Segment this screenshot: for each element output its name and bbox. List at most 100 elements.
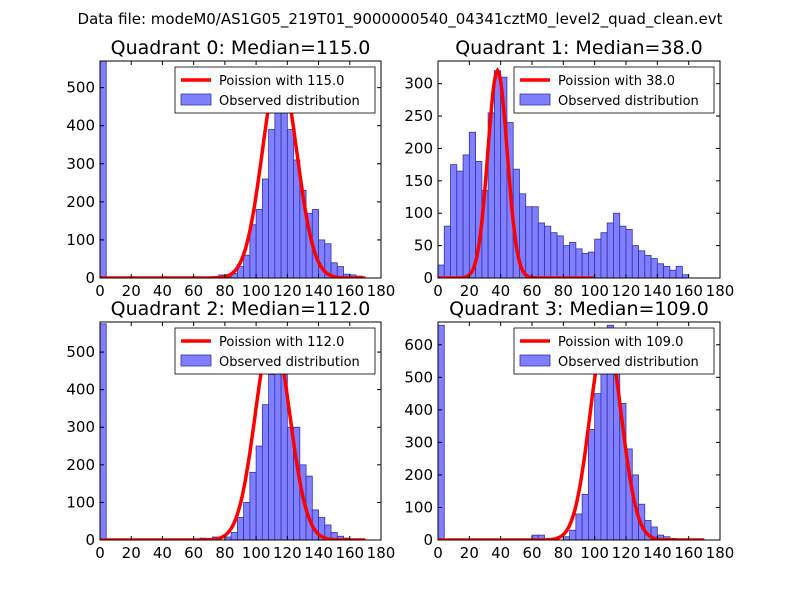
y-tick-label: 250 — [404, 107, 433, 125]
x-tick-label: 180 — [706, 282, 735, 300]
y-tick-label: 0 — [423, 531, 433, 549]
x-tick-label: 140 — [304, 544, 333, 562]
histogram-bar — [663, 265, 671, 278]
histogram-bar — [669, 269, 677, 278]
legend-bar-swatch — [180, 354, 212, 367]
legend-label-poisson: Poission with 112.0 — [219, 335, 344, 350]
subplot-title: Quadrant 0: Median=115.0 — [111, 37, 371, 59]
x-tick-label: 40 — [153, 544, 172, 562]
legend: Poission with 109.0 Observed distribution — [513, 327, 715, 375]
x-tick-label: 100 — [242, 544, 271, 562]
histogram-bar — [274, 91, 282, 278]
histogram-bar — [450, 164, 458, 278]
histogram-bar — [644, 254, 652, 278]
poisson-curve-line — [100, 66, 366, 278]
x-tick-label: 100 — [580, 544, 609, 562]
y-tick-label: 100 — [66, 231, 95, 249]
histogram-bar — [462, 154, 470, 278]
histogram-bar — [569, 529, 577, 540]
x-tick-label: 0 — [433, 282, 443, 300]
x-tick-label: 60 — [522, 544, 541, 562]
x-tick-label: 40 — [153, 282, 172, 300]
histogram-bar — [525, 206, 533, 278]
histogram-bar — [531, 206, 539, 278]
y-tick-label: 150 — [404, 172, 433, 190]
histogram-bar — [456, 170, 464, 278]
x-tick-label: 0 — [95, 282, 105, 300]
legend-label-observed: Observed distribution — [219, 355, 360, 370]
histogram-bar — [468, 131, 477, 278]
y-tick-label: 400 — [66, 117, 95, 135]
histogram-bar — [569, 241, 577, 278]
x-tick-label: 180 — [367, 544, 396, 562]
histogram-bar — [280, 98, 288, 278]
x-tick-label: 160 — [674, 282, 703, 300]
legend-bar-swatch — [180, 93, 212, 106]
y-tick-label: 200 — [404, 466, 433, 484]
histogram-bar — [594, 238, 602, 278]
quadrant-1-panel: 0 20 40 60 80 100 120 140 160 1800501001502002503… — [404, 37, 734, 300]
histogram-bar — [243, 254, 251, 278]
histogram-bar — [625, 229, 633, 278]
x-tick-label: 60 — [184, 544, 203, 562]
legend-label-observed: Observed distribution — [219, 94, 360, 109]
x-tick-label: 80 — [554, 282, 573, 300]
histogram-bar — [600, 232, 608, 278]
histogram-bar — [100, 323, 107, 540]
y-tick-label: 100 — [404, 498, 433, 516]
histogram-bar — [324, 243, 332, 278]
histogram-bar — [261, 178, 270, 278]
histogram-bar — [336, 266, 344, 278]
x-tick-label: 40 — [491, 544, 510, 562]
y-tick-label: 0 — [85, 531, 95, 549]
x-tick-label: 140 — [643, 544, 672, 562]
x-tick-label: 40 — [491, 282, 510, 300]
axes-frame — [99, 321, 382, 541]
legend-bar-swatch — [519, 93, 551, 106]
histogram-bar — [594, 393, 602, 540]
poisson-curve-line — [100, 329, 366, 540]
axes-frame — [99, 60, 382, 279]
histogram-bar — [268, 129, 276, 278]
histogram-bar — [443, 225, 451, 278]
histogram-bar — [537, 222, 545, 278]
x-tick-label: 0 — [433, 544, 443, 562]
histogram-bar — [556, 235, 564, 278]
histogram-bar — [493, 70, 502, 278]
x-tick-label: 120 — [612, 544, 641, 562]
legend: Poission with 112.0 Observed distribution — [174, 327, 376, 375]
quadrant-3-panel: 0 20 40 60 80 100 120 140 160 1800100200300400500… — [404, 298, 734, 562]
histogram-bar — [438, 264, 445, 278]
histogram-bar — [581, 252, 589, 278]
histogram-bars — [438, 70, 690, 278]
x-tick-label: 120 — [273, 282, 302, 300]
histogram-bar — [255, 445, 263, 540]
y-tick-label: 300 — [66, 155, 95, 173]
histogram-bar — [619, 225, 627, 278]
x-tick-label: 100 — [580, 282, 609, 300]
subplot-title: Quadrant 1: Median=38.0 — [455, 37, 703, 59]
y-tick-label: 400 — [66, 381, 95, 399]
histogram-bar — [236, 517, 245, 540]
y-tick-label: 500 — [66, 343, 95, 361]
legend-label-poisson: Poission with 109.0 — [558, 335, 683, 350]
x-tick-label: 60 — [184, 282, 203, 300]
x-tick-label: 160 — [335, 544, 364, 562]
x-tick-label: 20 — [460, 282, 479, 300]
histogram-bar — [286, 129, 294, 278]
histogram-bar — [588, 251, 596, 278]
histogram-bar — [638, 250, 646, 278]
histogram-bar — [255, 209, 263, 278]
x-tick-label: 20 — [122, 544, 141, 562]
histogram-bar — [562, 245, 570, 278]
y-tick-label: 500 — [404, 368, 433, 386]
x-tick-label: 20 — [122, 282, 141, 300]
y-tick-label: 100 — [404, 204, 433, 222]
histogram-bar — [230, 532, 238, 540]
poisson-curve-line — [438, 67, 595, 278]
legend-box — [174, 327, 376, 375]
x-tick-label: 0 — [95, 544, 105, 562]
y-tick-label: 0 — [423, 269, 433, 287]
y-tick-label: 500 — [66, 79, 95, 97]
